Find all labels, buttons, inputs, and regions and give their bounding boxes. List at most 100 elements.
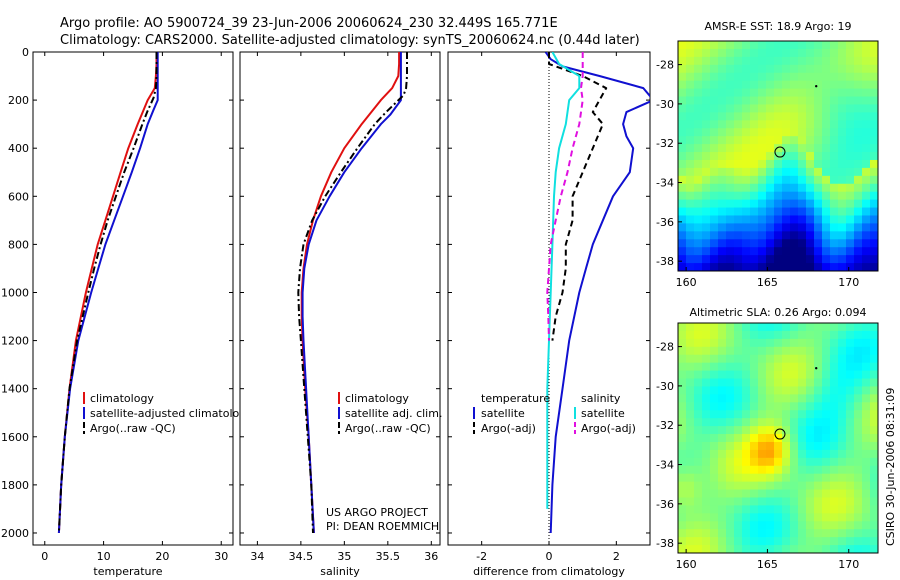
heatmap-cell — [782, 223, 791, 232]
heatmap-cell — [774, 489, 783, 499]
heatmap-cell — [830, 136, 839, 145]
heatmap-cell — [734, 183, 743, 193]
heatmap-cell — [726, 191, 735, 201]
heatmap-cell — [694, 144, 703, 153]
heatmap-cell — [862, 41, 871, 50]
heatmap-cell — [702, 167, 711, 177]
heatmap-cell — [702, 513, 711, 522]
heatmap-cell — [742, 231, 751, 240]
heatmap-cell — [862, 481, 871, 491]
heatmap-cell — [758, 159, 767, 169]
credit-line2: PI: DEAN ROEMMICH — [326, 520, 439, 533]
heatmap-cell — [686, 449, 695, 459]
heatmap-cell — [702, 215, 711, 225]
heatmap-cell — [838, 183, 847, 193]
heatmap-cell — [790, 112, 799, 121]
heatmap-cell — [718, 338, 727, 348]
heatmap-cell — [710, 418, 719, 427]
heatmap-cell — [758, 354, 767, 364]
heatmap-cell — [734, 426, 743, 435]
heatmap-cell — [862, 362, 871, 372]
heatmap-cell — [782, 354, 791, 364]
heatmap-cell — [798, 394, 807, 403]
heatmap-cell — [774, 370, 783, 380]
heatmap-cell — [726, 346, 735, 356]
heatmap-cell — [790, 263, 799, 271]
heatmap-cell — [790, 104, 799, 113]
heatmap-cell — [798, 521, 807, 530]
heatmap-cell — [758, 263, 767, 271]
heatmap-cell — [846, 191, 855, 201]
heatmap-cell — [806, 167, 815, 177]
heatmap-cell — [830, 386, 839, 395]
heatmap-cell — [734, 72, 743, 82]
heatmap-cell — [710, 505, 719, 514]
heatmap-cell — [798, 354, 807, 364]
heatmap-cell — [846, 338, 855, 348]
heatmap-cell — [734, 41, 743, 50]
heatmap-cell — [734, 247, 743, 256]
heatmap-cell — [838, 56, 847, 66]
heatmap-cell — [758, 426, 767, 435]
heatmap-cell — [742, 394, 751, 403]
heatmap-cell — [710, 120, 719, 129]
heatmap-cell — [854, 199, 863, 209]
heatmap-cell — [774, 410, 783, 419]
heatmap-cell — [702, 80, 711, 90]
x-tick-label: 0 — [41, 550, 48, 563]
heatmap-cell — [734, 112, 743, 121]
heatmap-cell — [742, 175, 751, 185]
heatmap-cell — [710, 48, 719, 58]
heatmap-cell — [798, 505, 807, 514]
heatmap-cell — [678, 513, 687, 522]
heatmap-cell — [830, 152, 839, 161]
heatmap-cell — [678, 545, 687, 553]
heatmap-cell — [862, 159, 871, 169]
heatmap-cell — [854, 191, 863, 201]
heatmap-cell — [782, 64, 791, 74]
heatmap-cell — [734, 207, 743, 217]
heatmap-cell — [758, 72, 767, 82]
heatmap-cell — [790, 481, 799, 491]
map-x-tick-label: 170 — [838, 276, 859, 289]
heatmap-cell — [742, 386, 751, 395]
heatmap-cell — [710, 465, 719, 475]
heatmap-cell — [686, 239, 695, 248]
heatmap-cell — [846, 346, 855, 356]
heatmap-cell — [702, 64, 711, 74]
heatmap-cell — [758, 112, 767, 121]
heatmap-cell — [854, 72, 863, 82]
heatmap-cell — [838, 199, 847, 209]
heatmap-cell — [702, 56, 711, 66]
heatmap-cell — [798, 88, 807, 98]
heatmap-cell — [814, 207, 823, 217]
heatmap-cell — [790, 426, 799, 435]
heatmap-cell — [734, 338, 743, 348]
heatmap-cell — [822, 88, 831, 98]
heatmap-cell — [750, 473, 759, 483]
heatmap-cell — [726, 255, 735, 264]
heatmap-cell — [750, 247, 759, 256]
heatmap-cell — [766, 410, 775, 419]
heatmap-cell — [710, 207, 719, 217]
heatmap-cell — [718, 497, 727, 507]
heatmap-cell — [710, 80, 719, 90]
heatmap-cell — [758, 247, 767, 256]
heatmap-cell — [718, 128, 727, 137]
heatmap-cell — [694, 394, 703, 403]
heatmap-cell — [798, 215, 807, 225]
heatmap-cell — [806, 426, 815, 435]
heatmap-cell — [726, 96, 735, 106]
heatmap-cell — [750, 183, 759, 193]
heatmap-cell — [718, 394, 727, 403]
heatmap-cell — [734, 473, 743, 483]
heatmap-cell — [726, 199, 735, 209]
heatmap-cell — [774, 394, 783, 403]
heatmap-cell — [718, 223, 727, 232]
heatmap-cell — [710, 159, 719, 169]
heatmap-cell — [686, 378, 695, 388]
heatmap-cell — [718, 191, 727, 201]
heatmap-cell — [750, 362, 759, 372]
heatmap-cell — [862, 152, 871, 161]
heatmap-cell — [758, 167, 767, 177]
